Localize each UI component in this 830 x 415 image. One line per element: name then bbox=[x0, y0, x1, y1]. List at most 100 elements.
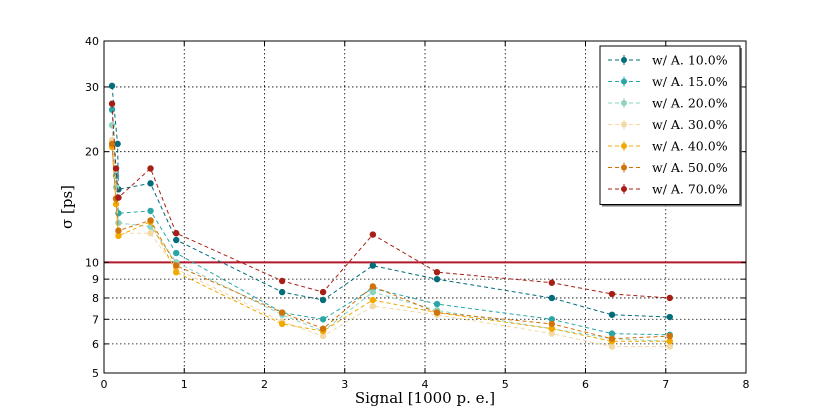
legend-label: w/ A. 20.0% bbox=[652, 96, 728, 111]
data-point bbox=[369, 296, 377, 304]
data-point bbox=[548, 279, 555, 286]
data-point bbox=[173, 262, 180, 269]
data-point bbox=[278, 277, 286, 285]
x-tick-label: 0 bbox=[101, 378, 108, 391]
data-point bbox=[108, 82, 116, 90]
y-tick-label: 20 bbox=[85, 146, 99, 159]
data-point bbox=[115, 194, 122, 201]
series bbox=[108, 136, 673, 350]
x-tick-label: 4 bbox=[422, 378, 429, 391]
data-point bbox=[173, 249, 180, 257]
data-point bbox=[147, 165, 154, 172]
data-point bbox=[369, 302, 377, 310]
legend-entry: w/ A. 20.0% bbox=[608, 96, 728, 111]
data-point bbox=[147, 230, 154, 237]
data-point bbox=[666, 343, 673, 350]
series-line bbox=[111, 103, 670, 299]
data-point bbox=[147, 217, 154, 224]
data-point bbox=[108, 100, 116, 107]
data-point bbox=[173, 236, 180, 244]
series-line bbox=[111, 143, 670, 340]
y-tick-label: 10 bbox=[85, 256, 99, 269]
axis-ticks: 0 1 2 3 4 5 6 7 8 5 6 7 8 9 10 20 30 40 bbox=[85, 35, 750, 391]
y-tick-label: 7 bbox=[92, 313, 99, 326]
series bbox=[108, 106, 673, 339]
series bbox=[108, 140, 673, 342]
data-point bbox=[108, 122, 116, 129]
series-line bbox=[111, 109, 670, 336]
y-tick-label: 6 bbox=[92, 338, 99, 351]
data-point bbox=[369, 283, 377, 290]
legend-marker bbox=[621, 186, 627, 192]
legend-label: w/ A. 50.0% bbox=[652, 160, 728, 175]
legend-label: w/ A. 30.0% bbox=[652, 117, 728, 132]
data-point bbox=[115, 227, 122, 234]
series bbox=[108, 100, 673, 302]
data-point bbox=[666, 313, 673, 321]
data-point bbox=[433, 275, 441, 283]
data-series bbox=[108, 82, 673, 350]
data-point bbox=[666, 332, 673, 340]
data-point bbox=[319, 288, 327, 296]
data-point bbox=[319, 325, 327, 332]
legend-entry: w/ A. 10.0% bbox=[608, 53, 728, 68]
data-point bbox=[115, 232, 122, 240]
legend-entry: w/ A. 40.0% bbox=[608, 139, 728, 154]
data-point bbox=[608, 343, 616, 350]
y-tick-label: 5 bbox=[92, 367, 99, 380]
series-line bbox=[111, 85, 670, 318]
data-point bbox=[112, 165, 120, 172]
legend-marker bbox=[621, 143, 627, 149]
legend-marker bbox=[621, 57, 627, 63]
y-axis-label: σ [ps] bbox=[58, 185, 76, 229]
legend-label: w/ A. 10.0% bbox=[652, 53, 728, 68]
data-point bbox=[173, 269, 180, 276]
x-axis-label: Signal [1000 p. e.] bbox=[355, 389, 495, 407]
legend: w/ A. 10.0% w/ A. 15.0% w/ A. 20.0% w/ A. 3… bbox=[599, 45, 742, 207]
y-tick-label: 40 bbox=[85, 35, 99, 48]
series bbox=[108, 143, 673, 345]
data-point bbox=[433, 309, 441, 316]
legend-label: w/ A. 15.0% bbox=[652, 74, 728, 89]
data-point bbox=[608, 335, 616, 342]
data-point bbox=[548, 320, 555, 328]
legend-entry: w/ A. 70.0% bbox=[608, 182, 728, 197]
data-point bbox=[608, 290, 616, 298]
legend-marker bbox=[621, 164, 627, 171]
series-line bbox=[111, 125, 670, 342]
series bbox=[108, 82, 673, 321]
legend-entry: w/ A. 50.0% bbox=[608, 160, 728, 175]
data-point bbox=[433, 300, 441, 308]
legend-entry: w/ A. 15.0% bbox=[608, 74, 728, 89]
x-tick-label: 1 bbox=[181, 378, 188, 391]
data-point bbox=[369, 288, 377, 296]
data-point bbox=[369, 262, 377, 269]
data-point bbox=[278, 309, 286, 316]
series bbox=[108, 122, 673, 345]
data-point bbox=[548, 294, 555, 302]
data-point bbox=[278, 288, 286, 296]
data-point bbox=[115, 219, 122, 227]
data-point bbox=[147, 207, 154, 215]
legend-entry: w/ A. 30.0% bbox=[608, 117, 728, 132]
y-tick-label: 8 bbox=[92, 292, 99, 305]
data-point bbox=[147, 180, 154, 187]
data-point bbox=[173, 230, 180, 237]
legend-label: w/ A. 70.0% bbox=[652, 182, 728, 197]
legend-marker bbox=[621, 100, 627, 106]
x-tick-label: 5 bbox=[502, 378, 509, 391]
series-line bbox=[111, 140, 670, 348]
data-point bbox=[433, 269, 441, 276]
x-tick-label: 6 bbox=[582, 378, 589, 391]
data-point bbox=[319, 296, 327, 304]
x-tick-label: 7 bbox=[662, 378, 669, 391]
x-tick-label: 8 bbox=[743, 378, 750, 391]
data-point bbox=[278, 320, 286, 328]
y-tick-label: 30 bbox=[85, 81, 99, 94]
legend-marker bbox=[621, 78, 627, 85]
data-point bbox=[666, 294, 673, 302]
data-point bbox=[114, 140, 121, 148]
data-point bbox=[608, 311, 616, 318]
x-tick-label: 3 bbox=[341, 378, 348, 391]
legend-marker bbox=[621, 121, 627, 128]
